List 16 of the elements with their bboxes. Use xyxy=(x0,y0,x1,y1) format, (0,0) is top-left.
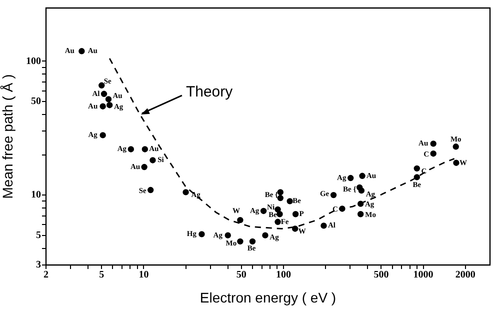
x-axis-title: Electron energy ( eV ) xyxy=(200,289,336,306)
y-axis-title: Mean free path ( Å ) xyxy=(0,74,16,199)
x-tick-label: 50 xyxy=(236,270,246,281)
x-tick-label: 2000 xyxy=(455,270,476,281)
x-tick-label: 10 xyxy=(138,270,149,281)
x-tick-label: 2 xyxy=(44,270,48,281)
x-tick-label: 100 xyxy=(276,270,292,281)
y-tick-label: 5 xyxy=(36,230,41,241)
y-tick-label: 10 xyxy=(31,190,41,201)
text: Theory xyxy=(186,84,234,101)
x-tick-label: 1000 xyxy=(413,270,434,281)
x-tick-label: 5 xyxy=(99,270,104,281)
y-tick-label: 3 xyxy=(36,260,41,271)
y-tick-label: 50 xyxy=(31,96,41,108)
x-tick-label: 500 xyxy=(374,270,389,281)
y-tick-label: 100 xyxy=(26,56,41,67)
